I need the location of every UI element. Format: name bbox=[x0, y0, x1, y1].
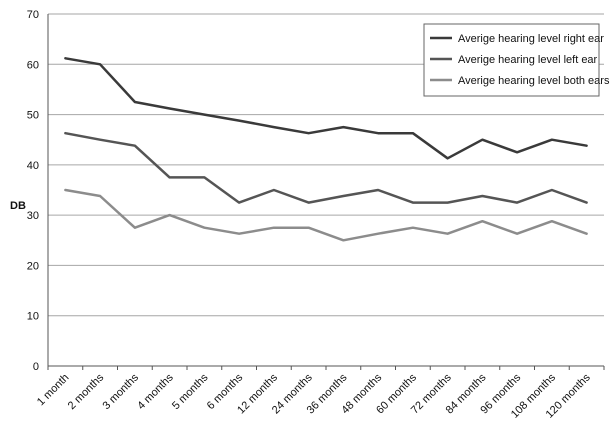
y-tick-label: 70 bbox=[27, 9, 39, 21]
legend-label: Averige hearing level right ear bbox=[458, 33, 604, 45]
y-tick-label: 20 bbox=[27, 260, 39, 272]
y-tick-label: 40 bbox=[27, 160, 39, 172]
series-line-3 bbox=[64, 188, 588, 242]
series-lines bbox=[64, 57, 588, 242]
x-tick-label: 4 months bbox=[135, 371, 176, 412]
y-tick-label: 10 bbox=[27, 311, 39, 323]
x-tick-label: 2 months bbox=[66, 371, 107, 412]
x-tick-label: 3 months bbox=[101, 371, 142, 412]
x-tick-label: 5 months bbox=[170, 371, 211, 412]
legend-label: Averige hearing level both ears bbox=[458, 75, 610, 87]
series-line-2 bbox=[64, 131, 588, 204]
legend: Averige hearing level right ear Averige h… bbox=[423, 23, 610, 97]
y-axis-title: DB bbox=[10, 200, 26, 212]
y-tick-label: 50 bbox=[27, 110, 39, 122]
legend-box bbox=[423, 23, 600, 97]
y-tick-label: 60 bbox=[27, 59, 39, 71]
series-line-1 bbox=[64, 57, 588, 160]
legend-label: Averige hearing level left ear bbox=[458, 54, 598, 66]
gridlines bbox=[47, 13, 604, 367]
y-tick-label: 30 bbox=[27, 210, 39, 222]
y-axis-ticks: 0 10 20 30 40 50 60 70 bbox=[27, 9, 39, 373]
y-tick-label: 0 bbox=[33, 361, 39, 373]
